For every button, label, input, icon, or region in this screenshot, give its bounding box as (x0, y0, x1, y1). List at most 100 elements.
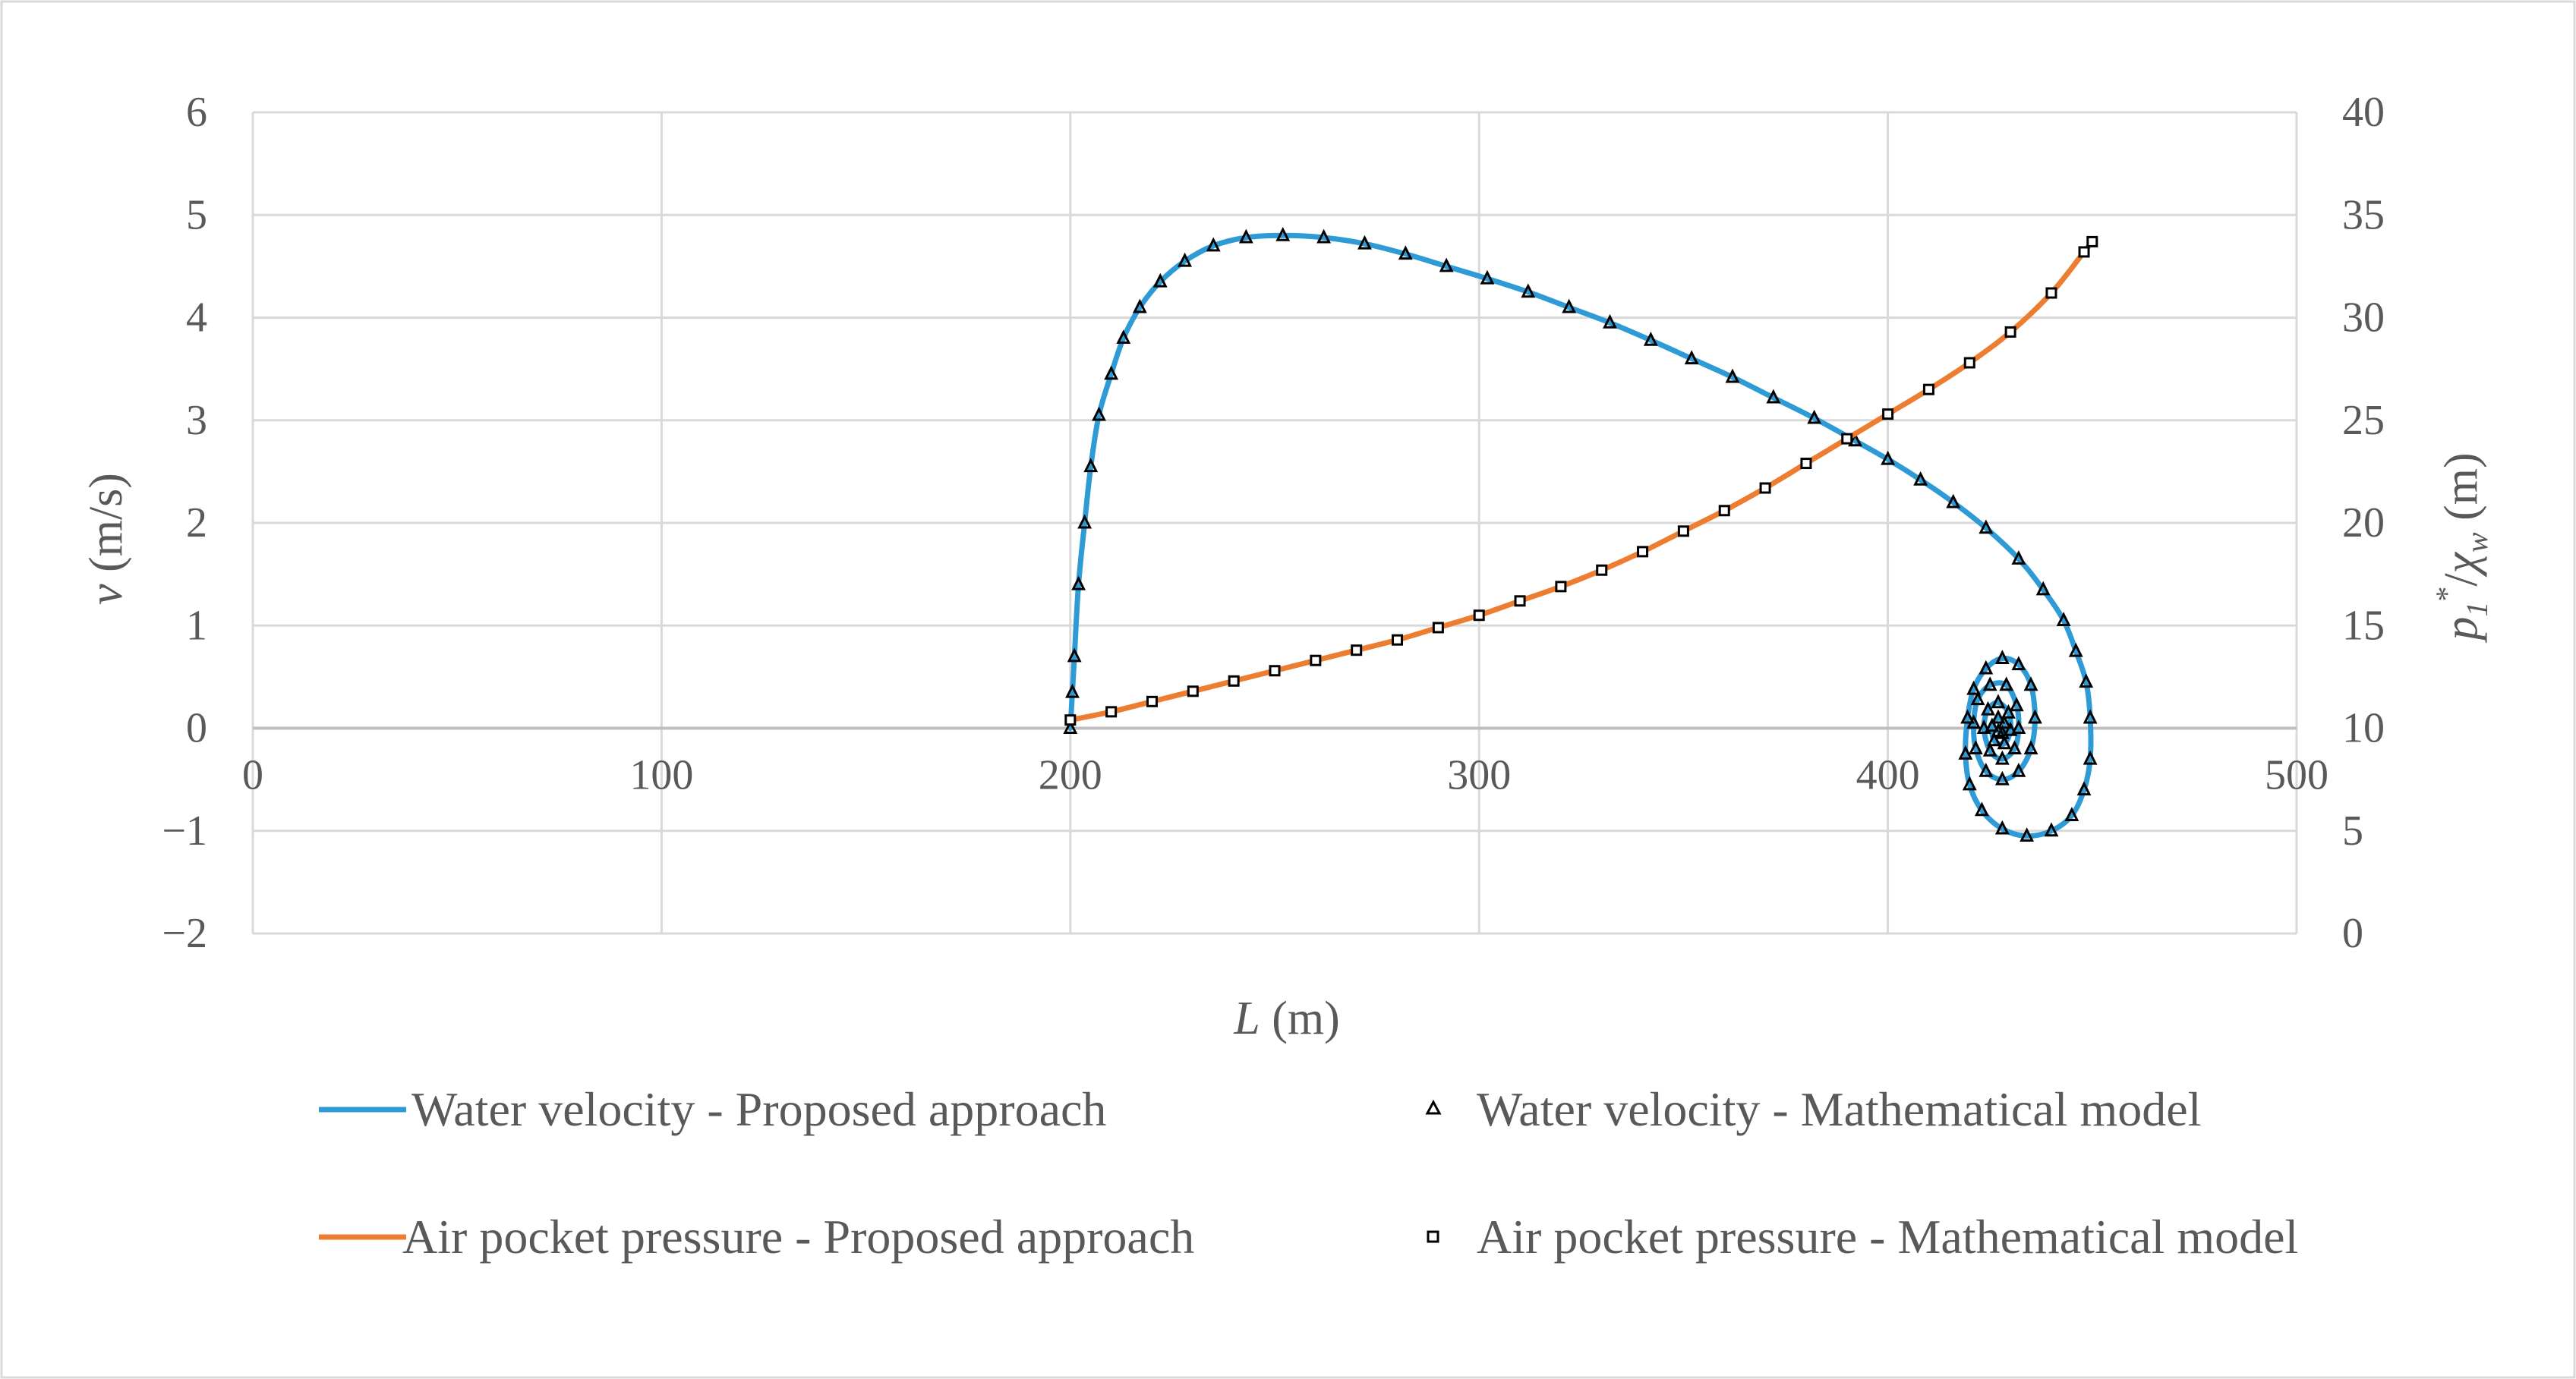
triangle-marker (1994, 820, 2010, 835)
triangle-marker (2079, 673, 2094, 688)
triangle-marker (1206, 237, 1221, 252)
triangle-marker (1966, 714, 1982, 729)
triangle-marker (1132, 298, 1147, 313)
triangle-marker (1979, 519, 1994, 534)
triangle-marker (2011, 762, 2026, 777)
triangle-marker (1357, 235, 1372, 250)
triangle-marker (1092, 406, 1106, 421)
triangle-marker (1913, 471, 1928, 486)
triangle-marker (1958, 745, 1973, 760)
x-axis-unit: (m) (1272, 993, 1340, 1044)
x-tick-label: 200 (1039, 752, 1102, 799)
x-axis-title: L (m) (1233, 993, 1340, 1044)
y-right-tick-label: 25 (2342, 397, 2385, 444)
series-water-velocity-mathematical-model (1063, 226, 2098, 842)
triangle-marker (1398, 245, 1413, 260)
y-right-axis-base: p (2436, 617, 2487, 644)
square-marker (1310, 654, 1322, 666)
y-right-tick-label: 0 (2342, 910, 2363, 957)
square-marker (1187, 685, 1199, 697)
x-axis-symbol: L (1233, 993, 1260, 1044)
triangle-marker (2083, 750, 2098, 765)
square-marker (1759, 482, 1771, 494)
triangle-marker (2001, 704, 2016, 719)
square-marker (1105, 706, 1118, 718)
y-right-axis-slash: / (2436, 573, 2487, 587)
y-right-axis-sup: * (2429, 587, 2464, 602)
x-tick-label: 500 (2265, 752, 2328, 799)
triangle-marker (2035, 581, 2051, 596)
triangle-marker (1987, 732, 2002, 747)
triangle-marker (2064, 807, 2079, 821)
legend-label-water-velocity-model: Water velocity - Mathematical model (1477, 1082, 2201, 1136)
triangle-marker (1275, 226, 1291, 241)
y-right-axis-unit: (m) (2436, 452, 2487, 521)
triangle-marker (1521, 283, 1536, 298)
y-right-tick-label: 30 (2342, 294, 2385, 342)
triangle-marker (1065, 683, 1080, 698)
triangle-marker (2027, 709, 2042, 724)
y-right-tick-label: 35 (2342, 191, 2385, 238)
x-axis-unit-space (1260, 993, 1272, 1044)
triangle-marker (1982, 741, 1997, 757)
triangle-marker (2009, 697, 2024, 712)
triangle-marker (1962, 776, 1977, 791)
triangle-marker (1562, 298, 1577, 313)
triangle-marker (1985, 717, 2000, 732)
square-marker (1922, 383, 1934, 395)
y-left-axis-symbol: v (80, 584, 132, 605)
triangle-marker (1684, 350, 1699, 365)
triangle-marker (1077, 514, 1093, 529)
triangle-marker (1994, 650, 2010, 665)
square-marker (1228, 675, 1240, 687)
triangle-marker (2003, 721, 2018, 736)
square-marker (1882, 408, 1894, 420)
y-right-axis-subw: w (2460, 532, 2494, 553)
square-marker (1963, 357, 1975, 369)
square-marker (1269, 665, 1281, 677)
legend: Water velocity - Proposed approach Water… (319, 1082, 2298, 1264)
triangle-marker (1994, 750, 2010, 765)
y-right-axis-chi: χ (2436, 551, 2487, 577)
y-right-axis-unit-space (2436, 521, 2487, 533)
triangle-marker (1968, 740, 1983, 755)
y-left-axis-title: v (m/s) (80, 473, 132, 605)
triangle-marker (2056, 612, 2071, 626)
triangle-marker (2076, 781, 2092, 796)
triangle-marker (1071, 575, 1086, 590)
triangle-marker (1970, 691, 1985, 706)
y-right-tick-label: 20 (2342, 499, 2385, 546)
x-tick-label: 400 (1856, 752, 1920, 799)
triangle-marker (2011, 656, 2026, 671)
triangle-marker (1960, 709, 1975, 724)
x-tick-label: 0 (242, 752, 263, 799)
square-marker (2078, 246, 2090, 258)
triangle-marker (1994, 724, 2010, 739)
triangle-marker (1480, 269, 1495, 285)
series-air-pocket-pressure-mathematical-model (1064, 235, 2098, 726)
triangle-marker (1067, 647, 1082, 663)
square-marker (1841, 433, 1853, 445)
triangle-marker (1152, 272, 1168, 288)
square-marker (1392, 634, 1404, 646)
y-left-axis-unit-space (80, 572, 132, 584)
triangle-marker (1178, 252, 1192, 267)
triangle-marker (2023, 676, 2038, 691)
square-marker (1432, 622, 1444, 634)
triangle-marker (2068, 642, 2083, 657)
y-right-axis-sub1: 1 (2460, 602, 2494, 617)
triangle-marker (1966, 680, 1982, 695)
triangle-marker (1991, 694, 2006, 709)
square-marker (1146, 695, 1158, 707)
triangle-marker (1976, 719, 1991, 734)
triangle-marker (1643, 331, 1658, 346)
triangle-marker (1997, 714, 2012, 729)
triangle-marker (1116, 329, 1131, 345)
triangle-marker (1603, 313, 1617, 329)
legend-marker-air-pressure-model (1427, 1230, 1439, 1243)
y-right-axis-title: p1*/χw (m) (2429, 452, 2494, 643)
triangle-marker (1999, 676, 2014, 691)
triangle-marker (1316, 228, 1332, 244)
